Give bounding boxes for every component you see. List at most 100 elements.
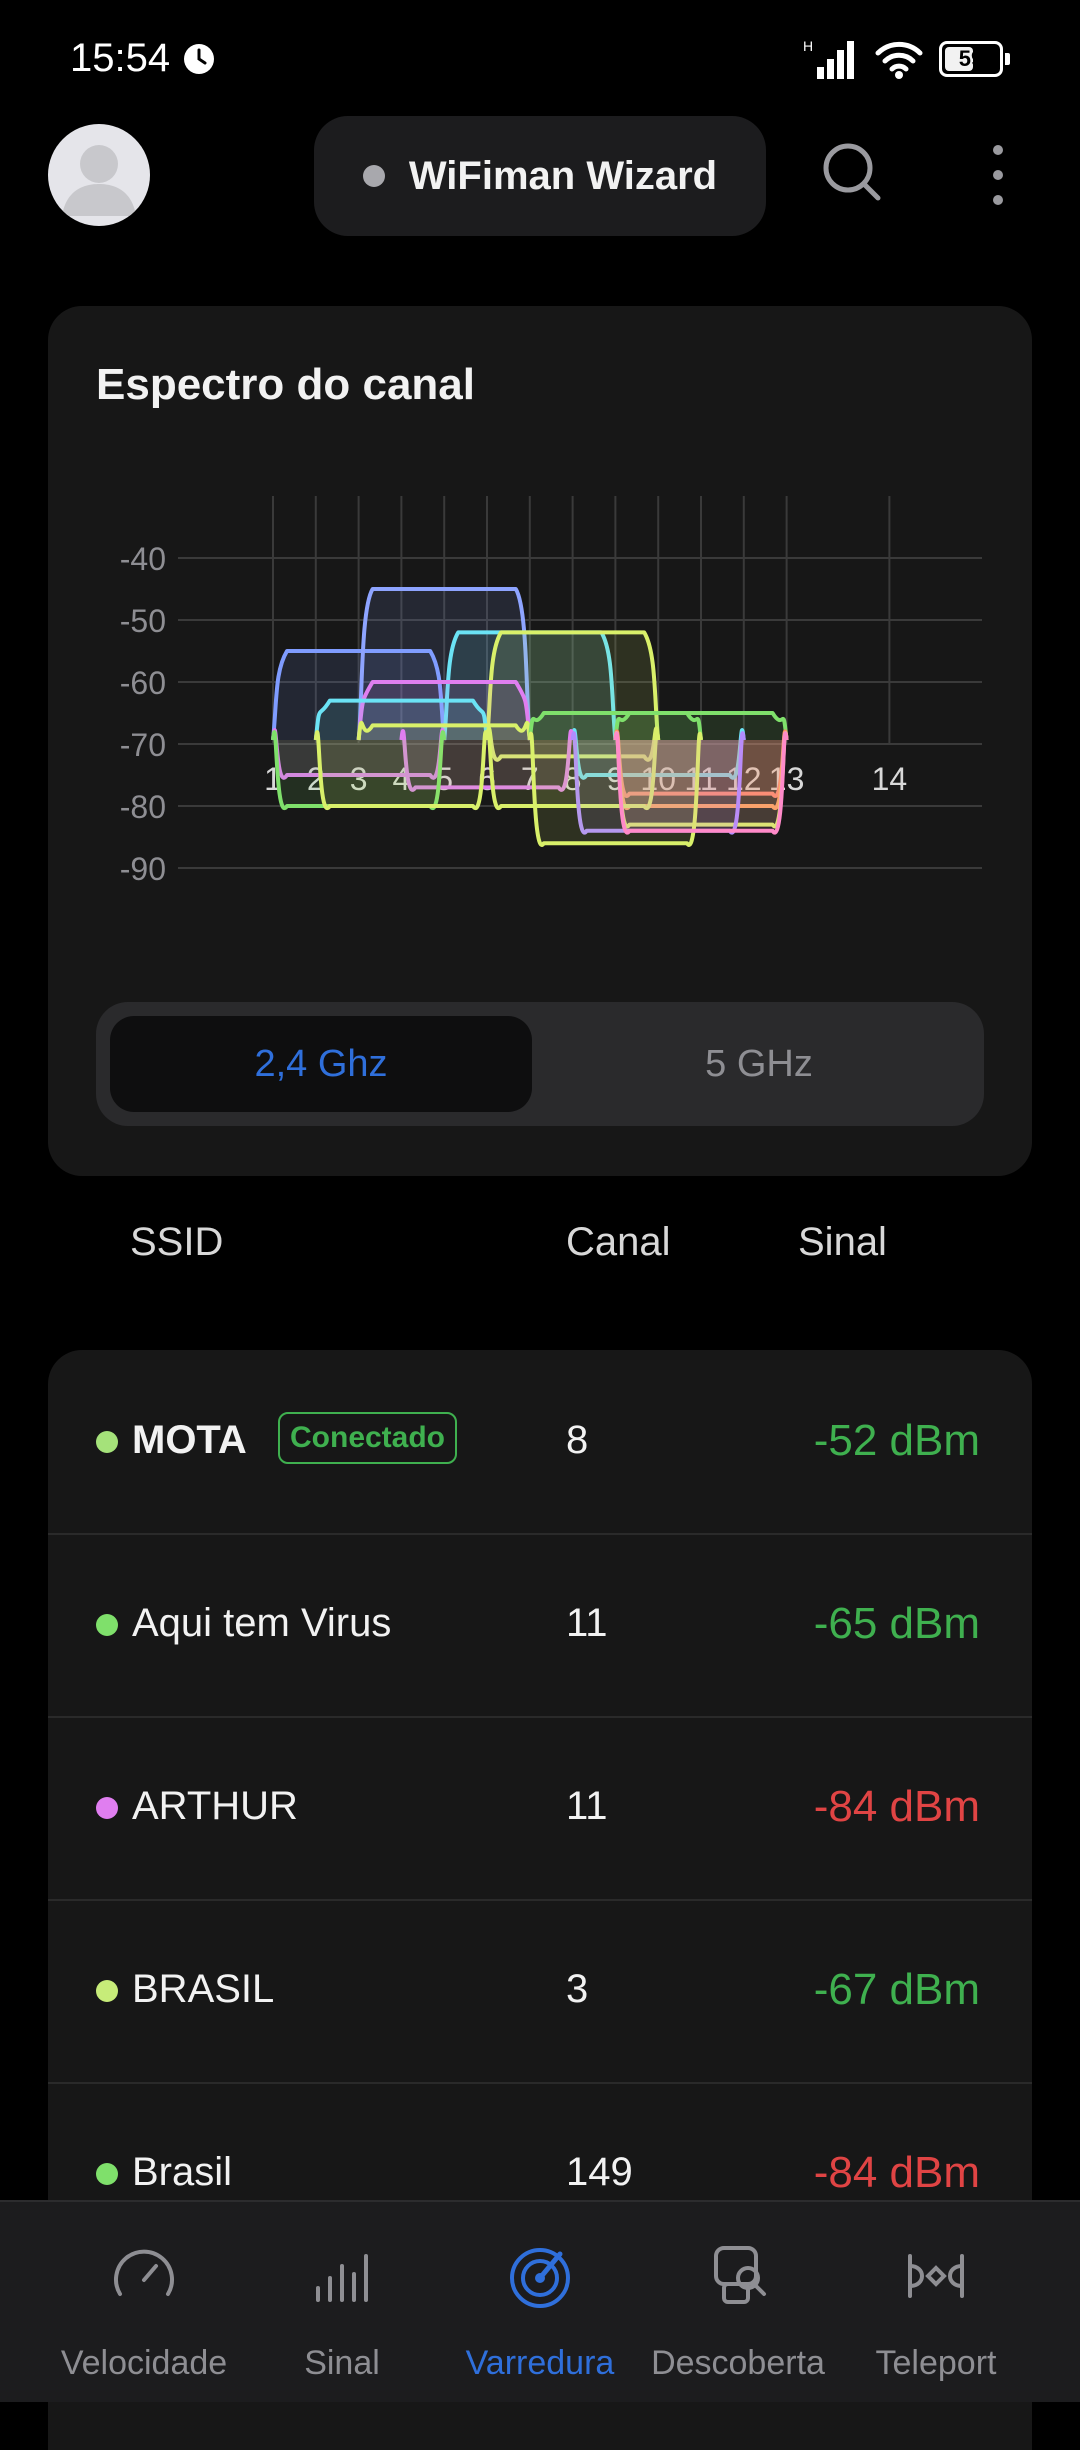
x-tick-label: 10 (640, 761, 676, 797)
search-icon[interactable] (820, 140, 884, 204)
battery-icon: 59 (939, 41, 1003, 77)
battery-fill (945, 47, 974, 71)
network-type-label: H (803, 38, 813, 54)
network-curve-fill (273, 651, 445, 740)
nav-label: Descoberta (651, 2344, 825, 2382)
device-selector[interactable]: WiFiman Wizard (314, 116, 766, 236)
connected-badge: Conectado (278, 1412, 458, 1464)
alarm-clock-icon (184, 44, 214, 74)
nav-tab-discovery[interactable]: Descoberta (630, 2202, 846, 2402)
band-24ghz-button[interactable]: 2,4 Ghz (110, 1016, 532, 1112)
network-curve (485, 630, 661, 741)
wifi-icon (875, 41, 923, 79)
y-tick-label: -80 (120, 789, 166, 825)
network-channel: 8 (566, 1418, 589, 1462)
network-curve-fill (315, 732, 487, 809)
speedometer-icon (114, 2249, 174, 2296)
device-status-dot (362, 165, 385, 187)
network-curve (527, 731, 703, 847)
more-options-icon[interactable] (980, 140, 1016, 210)
nav-tab-speed[interactable]: Velocidade (36, 2202, 252, 2402)
network-signal: -65 dBm (813, 1599, 980, 1648)
network-curve (356, 720, 532, 741)
network-ssid: ARTHUR (132, 1784, 298, 1828)
network-curve-fill (615, 732, 787, 827)
network-row[interactable]: BRASIL 3 -67 dBm (48, 1899, 1032, 2084)
network-curve-fill (487, 732, 659, 809)
network-curve-fill (401, 730, 573, 790)
network-ssid: BRASIL (132, 1967, 275, 2011)
network-color-dot (96, 1431, 118, 1453)
network-curve (399, 729, 575, 792)
network-row[interactable]: MOTA Conectado 8 -52 dBm (48, 1350, 1032, 1535)
spectrum-card: Espectro do canal -40 -50 -60 -70 -80 -90 1 2 3 4… (48, 306, 1032, 1176)
network-curve (313, 730, 489, 811)
nav-tab-teleport[interactable]: Teleport (828, 2202, 1044, 2402)
network-color-dot (96, 1980, 118, 2002)
mobile-signal-icon: H (803, 38, 854, 79)
network-curve (356, 587, 532, 741)
battery-level: 59 (958, 46, 984, 71)
network-curve (485, 726, 661, 762)
network-row[interactable]: ARTHUR 11 -84 dBm (48, 1716, 1032, 1901)
nav-tab-signal[interactable]: Sinal (234, 2202, 450, 2402)
column-header-signal[interactable]: Sinal (798, 1220, 887, 1264)
nav-label: Varredura (465, 2344, 615, 2382)
channel-spectrum-chart: -40-50-60-70-80-901 2 3 4 5 6 7 8 9 10 11 12 13 14 (120, 496, 982, 887)
column-header-channel[interactable]: Canal (566, 1220, 671, 1264)
network-curve (527, 711, 703, 741)
nav-label: Sinal (304, 2344, 380, 2382)
status-bar: 15:54 H 59 (0, 0, 1080, 120)
network-signal: -52 dBm (813, 1416, 980, 1465)
network-curve (271, 649, 447, 741)
avatar[interactable] (48, 124, 150, 226)
network-curve (485, 730, 661, 811)
network-curve (356, 680, 532, 741)
network-color-dot (96, 1797, 118, 1819)
network-curve-fill (615, 732, 787, 809)
y-tick-label: -70 (120, 727, 166, 763)
band-5ghz-button[interactable]: 5 GHz (705, 1042, 813, 1085)
network-curve (613, 731, 789, 835)
network-channel: 11 (566, 1784, 608, 1828)
network-signal: -84 dBm (813, 1782, 980, 1831)
x-tick-label: 14 (872, 761, 908, 797)
x-tick-label: 11 (684, 761, 717, 797)
network-ssid: MOTA (132, 1418, 247, 1462)
y-tick-label: -50 (120, 603, 166, 639)
status-time: 15:54 (70, 36, 171, 80)
device-name: WiFiman Wizard (408, 153, 718, 198)
y-tick-label: -60 (120, 665, 166, 701)
radar-icon (510, 2248, 570, 2308)
network-channel: 149 (566, 2150, 633, 2194)
network-signal: -84 dBm (813, 2148, 980, 2197)
network-signal: -67 dBm (813, 1965, 980, 2014)
column-header-ssid[interactable]: SSID (130, 1220, 224, 1264)
network-curve-fill (273, 730, 445, 778)
network-row[interactable]: Aqui tem Virus 11 -65 dBm (48, 1533, 1032, 1718)
signal-bars-icon (316, 2254, 368, 2302)
card-title: Espectro do canal (96, 360, 476, 409)
network-curve (613, 711, 789, 741)
teleport-icon (908, 2254, 964, 2298)
network-ssid: Brasil (132, 2150, 233, 2194)
user-avatar-icon (62, 145, 136, 216)
network-curve-fill (529, 733, 701, 845)
band-toggle: 2,4 Ghz 5 GHz (96, 1002, 984, 1126)
discovery-icon (714, 2246, 766, 2304)
network-color-dot (96, 2163, 118, 2185)
y-tick-label: -90 (120, 851, 166, 887)
nav-tab-scan[interactable]: Varredura (432, 2202, 648, 2402)
network-curve (313, 698, 489, 741)
x-tick-label: 3 (350, 761, 368, 797)
network-curve-fill (273, 732, 445, 809)
y-tick-label: -40 (120, 541, 166, 577)
nav-label: Teleport (875, 2344, 997, 2382)
network-channel: 3 (566, 1967, 589, 2011)
network-curve-fill (615, 731, 787, 796)
battery-tip (1005, 53, 1010, 65)
network-curve-fill (572, 733, 744, 833)
nav-label: Velocidade (60, 2344, 228, 2382)
status-icons: H 59 (803, 36, 1010, 82)
network-curve-fill (572, 730, 744, 778)
